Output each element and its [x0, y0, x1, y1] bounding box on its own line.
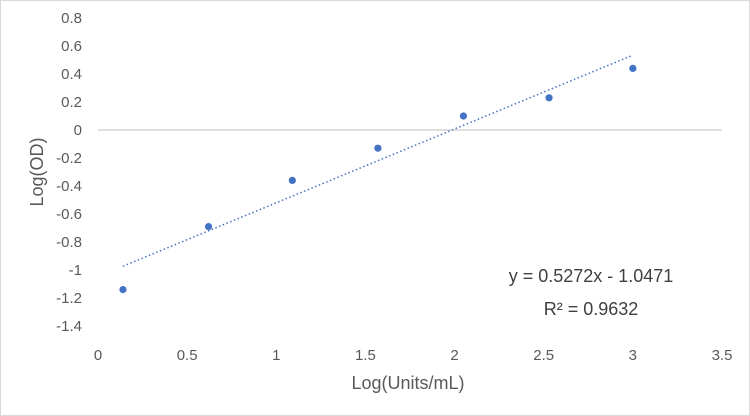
x-tick-label: 0: [94, 347, 102, 364]
x-tick-label: 3: [629, 347, 637, 364]
data-point: [119, 286, 127, 294]
x-tick-label: 0.5: [177, 347, 198, 364]
x-tick-label: 1: [272, 347, 280, 364]
y-tick-label: 0.2: [61, 94, 82, 111]
data-point: [288, 176, 296, 184]
x-tick-label: 3.5: [712, 347, 733, 364]
y-axis-ticks: 0.8 0.6 0.4 0.2 0 -0.2 -0.4 -0.6 -0.8 -1 -1.2 -1.4: [56, 10, 82, 335]
x-tick-label: 1.5: [355, 347, 376, 364]
data-point: [374, 144, 382, 152]
y-tick-label: -1.2: [56, 290, 82, 307]
y-tick-label: -0.8: [56, 234, 82, 251]
y-axis-title: Log(OD): [27, 137, 47, 206]
x-axis-title: Log(Units/mL): [351, 373, 464, 393]
x-tick-label: 2: [450, 347, 458, 364]
trendline-equation: y = 0.5272x - 1.0471: [509, 266, 674, 286]
y-tick-label: 0.4: [61, 66, 82, 83]
y-tick-label: -1: [69, 262, 82, 279]
data-point: [459, 112, 468, 120]
x-tick-label: 2.5: [533, 347, 554, 364]
y-tick-label: -0.2: [56, 150, 82, 167]
trendline: [122, 54, 634, 267]
y-tick-label: -0.4: [56, 178, 82, 195]
data-points: [119, 64, 637, 294]
data-point: [545, 94, 553, 102]
y-tick-label: -1.4: [56, 318, 82, 335]
y-tick-label: 0: [74, 122, 82, 139]
x-axis-ticks: 0 0.5 1 1.5 2 2.5 3 3.5: [94, 347, 733, 364]
y-tick-label: 0.8: [61, 10, 82, 27]
r-squared-label: R² = 0.9632: [544, 299, 639, 319]
y-tick-label: 0.6: [61, 38, 82, 55]
data-point: [629, 64, 637, 72]
y-tick-label: -0.6: [56, 206, 82, 223]
data-point: [204, 223, 213, 231]
